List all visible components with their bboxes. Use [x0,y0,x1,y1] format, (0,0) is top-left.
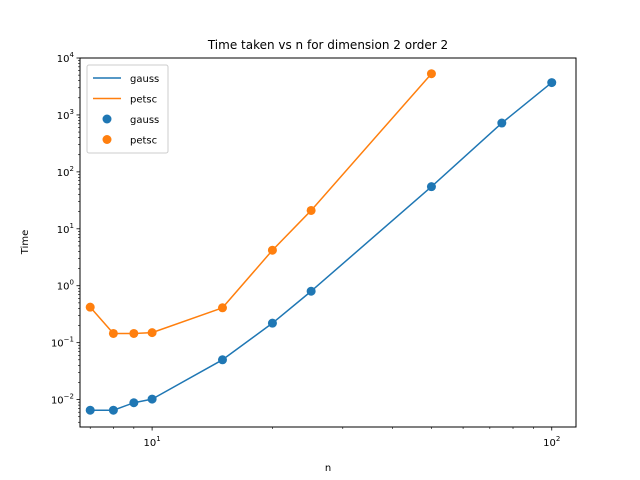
y-tick-label: 100 [57,279,74,293]
data-point-gauss [306,286,316,296]
x-axis: 101 102 [89,427,560,449]
legend-label: petsc [130,136,157,147]
series-line-gauss [90,81,553,411]
y-tick-label: 104 [57,51,75,65]
y-tick-label: 10−2 [51,393,74,407]
y-tick-label: 10−1 [51,336,74,350]
data-point-gauss [547,78,557,88]
y-axis-label: Time [20,230,31,255]
legend-label: petsc [130,95,157,106]
legend-label: gauss [130,74,159,85]
data-point-gauss [147,394,157,404]
y-tick-label: 103 [57,108,74,122]
data-point-petsc [267,245,277,255]
plot-frame [79,57,577,428]
data-point-petsc [147,328,157,338]
data-point-petsc [85,302,95,312]
y-tick-label: 101 [57,222,74,236]
data-point-petsc [426,69,436,79]
data-point-gauss [129,398,139,408]
y-tick-label: 102 [57,165,74,179]
data-point-gauss [217,355,227,365]
data-point-petsc [306,205,316,215]
x-tick-label: 101 [144,435,161,449]
data-point-gauss [426,182,436,192]
data-point-petsc [108,328,118,338]
x-tick-label: 102 [543,435,560,449]
data-point-gauss [497,118,507,128]
chart-title: Time taken vs n for dimension 2 order 2 [207,38,448,52]
data-point-gauss [267,318,277,328]
x-axis-label: n [325,463,331,474]
legend: gauss petsc gauss petsc [86,64,169,154]
data-point-petsc [217,303,227,313]
legend-marker-petsc [102,135,112,144]
data-point-gauss [108,405,118,415]
series-layer [85,69,557,415]
data-point-petsc [129,328,139,338]
data-point-gauss [85,405,95,415]
legend-label: gauss [130,115,159,126]
y-axis: 10−2 10−1 100 101 102 103 104 [51,51,80,423]
legend-box [86,64,169,154]
legend-marker-gauss [102,114,112,124]
